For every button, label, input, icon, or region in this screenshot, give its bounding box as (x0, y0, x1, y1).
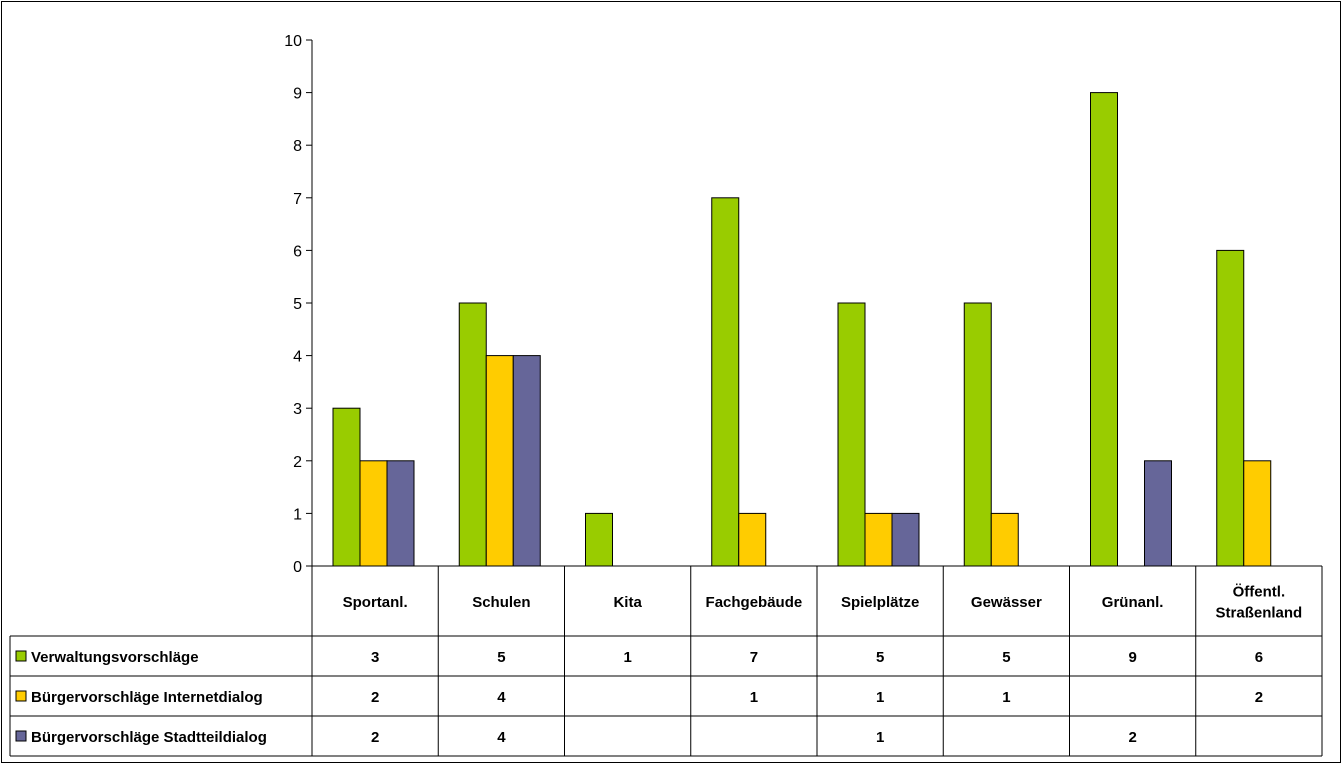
bar (585, 512, 613, 567)
bar (990, 512, 1019, 567)
y-tick-label: 8 (293, 138, 302, 155)
data-value-label: 1 (876, 729, 884, 746)
category-label: Straßenland (1216, 605, 1303, 622)
data-value-label: 1 (876, 689, 884, 706)
data-value-label: 9 (1128, 649, 1136, 666)
legend-label: Verwaltungsvorschläge (31, 649, 199, 666)
legend-key (15, 730, 27, 742)
bar (485, 355, 514, 567)
bar (458, 302, 487, 567)
category-label: Öffentl. (1233, 584, 1286, 601)
legend-label: Bürgervorschläge Stadtteildialog (31, 729, 267, 746)
data-value-label: 6 (1255, 649, 1263, 666)
data-value-label: 2 (1128, 729, 1136, 746)
bar (837, 302, 866, 567)
bar (1216, 249, 1245, 567)
data-value-label: 1 (623, 649, 631, 666)
bar (1090, 92, 1118, 567)
y-tick-label: 6 (293, 243, 302, 260)
category-label: Gewässer (971, 594, 1042, 611)
y-tick-label: 4 (293, 349, 302, 366)
bar (1243, 460, 1272, 567)
y-tick-label: 0 (293, 559, 302, 576)
data-value-label: 5 (497, 649, 505, 666)
category-label: Spielplätze (841, 594, 919, 611)
data-value-label: 3 (371, 649, 379, 666)
y-tick-label: 1 (293, 506, 302, 523)
category-label: Kita (613, 594, 642, 611)
data-value-label: 1 (1002, 689, 1010, 706)
data-value-label: 2 (371, 729, 379, 746)
data-value-label: 5 (1002, 649, 1010, 666)
bar (359, 460, 388, 567)
legend-key (15, 650, 27, 662)
data-value-label: 1 (750, 689, 758, 706)
bar (963, 302, 992, 567)
data-value-label: 2 (371, 689, 379, 706)
data-value-label: 2 (1255, 689, 1263, 706)
bar (891, 512, 920, 567)
bar (1144, 460, 1172, 567)
bar (512, 355, 541, 567)
bar (386, 460, 415, 567)
category-label: Fachgebäude (706, 594, 803, 611)
data-value-label: 4 (497, 729, 506, 746)
y-tick-label: 10 (284, 33, 302, 50)
data-value-label: 5 (876, 649, 884, 666)
bar (332, 407, 361, 567)
bar (711, 197, 740, 567)
y-tick-label: 7 (293, 191, 302, 208)
y-tick-label: 5 (293, 296, 302, 313)
category-label: Sportanl. (343, 594, 408, 611)
legend-label: Bürgervorschläge Internetdialog (31, 689, 263, 706)
y-tick-label: 2 (293, 454, 302, 471)
category-label: Grünanl. (1102, 594, 1164, 611)
category-label: Schulen (472, 594, 530, 611)
data-value-label: 7 (750, 649, 758, 666)
legend-key (15, 690, 27, 702)
y-tick-label: 3 (293, 401, 302, 418)
y-tick-label: 9 (293, 86, 302, 103)
bar (864, 512, 893, 567)
data-value-label: 4 (497, 689, 506, 706)
bar (738, 512, 767, 567)
